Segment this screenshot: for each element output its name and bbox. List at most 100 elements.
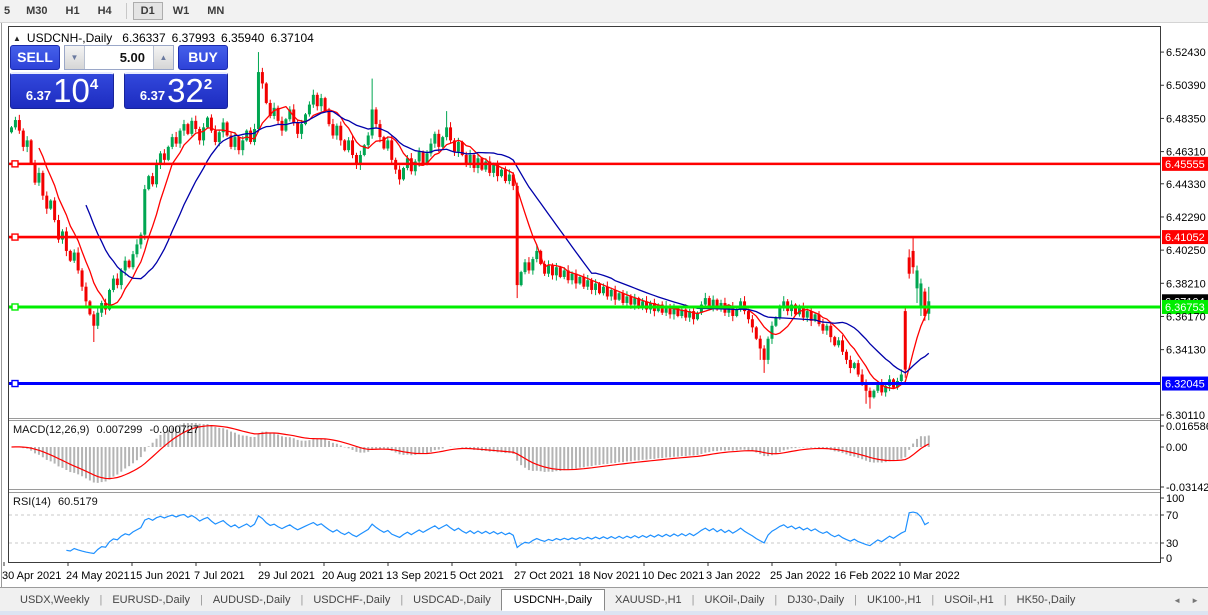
y-axis-tick-label: 6.48350 — [1166, 113, 1206, 125]
y-axis-tick-label: 6.50390 — [1166, 80, 1206, 92]
x-axis-date-label: 29 Jul 2021 — [258, 570, 315, 582]
candle-body — [268, 102, 272, 116]
candle-body — [300, 124, 304, 134]
candle-body — [844, 351, 848, 360]
volume-decrease-icon[interactable]: ▼ — [65, 46, 85, 69]
timeframe-button-d1[interactable]: D1 — [132, 2, 163, 20]
tab-separator: | — [99, 593, 103, 606]
x-axis-date-label: 15 Jun 2021 — [130, 570, 191, 582]
candle-body — [115, 278, 119, 286]
candle-body — [76, 252, 80, 271]
buy-button[interactable]: BUY — [178, 45, 228, 70]
tab-separator: | — [854, 593, 857, 606]
candle-body — [496, 164, 500, 177]
candle-body — [633, 298, 637, 305]
x-axis-date-label: 3 Jan 2022 — [706, 570, 760, 582]
candle-body — [923, 291, 927, 316]
candle-body — [190, 120, 194, 134]
x-axis-date-label: 18 Nov 2021 — [578, 570, 640, 582]
ohlc-high: 6.37993 — [171, 31, 216, 45]
tab-usoil-h1[interactable]: USOil-,H1 — [944, 593, 994, 606]
timeframe-button-mn[interactable]: MN — [207, 5, 225, 17]
candle-body — [492, 164, 496, 173]
rsi-axis-tick-label: 30 — [1166, 538, 1178, 550]
tab-dj30-daily[interactable]: DJ30-,Daily — [787, 593, 845, 606]
candle-body — [256, 72, 260, 129]
macd-axis-tick-label: -0.03142 — [1166, 482, 1208, 494]
candle-body — [233, 137, 237, 147]
volume-control: ▼ ▲ — [64, 45, 174, 70]
candle-body — [543, 263, 547, 274]
tab-scroll-left-icon[interactable]: ◄ — [1173, 595, 1182, 605]
candle-body — [57, 220, 61, 240]
candle-body — [688, 311, 692, 318]
hline-handle[interactable] — [11, 303, 19, 311]
rsi-line — [66, 511, 930, 555]
candle-body — [562, 270, 566, 277]
volume-increase-icon[interactable]: ▲ — [153, 46, 173, 69]
tab-usdchf-daily[interactable]: USDCHF-,Daily — [313, 593, 391, 606]
tab-scroll-right-icon[interactable]: ► — [1191, 595, 1199, 605]
candle-body — [664, 306, 668, 313]
sell-price-display[interactable]: 6.37 10 4 — [10, 72, 114, 109]
candle-body — [582, 276, 586, 287]
candle-body — [194, 120, 198, 129]
candle-body — [37, 172, 41, 183]
tab-xauusd-h1[interactable]: XAUUSD-,H1 — [615, 593, 682, 606]
candle-body — [754, 327, 758, 339]
candle-body — [696, 312, 699, 320]
candle-body — [72, 252, 76, 261]
candle-body — [10, 127, 13, 133]
hline-handle[interactable] — [11, 379, 19, 388]
candle-body — [731, 306, 735, 316]
tab-uk100-h1[interactable]: UK100-,H1 — [867, 593, 922, 606]
candle-body — [511, 174, 515, 186]
candle-body — [739, 301, 743, 310]
candle-body — [49, 200, 53, 209]
candle-body — [456, 141, 460, 152]
candle-body — [429, 143, 433, 154]
candle-body — [241, 140, 245, 151]
volume-input[interactable] — [85, 46, 153, 69]
tab-usdcad-daily[interactable]: USDCAD-,Daily — [413, 593, 491, 606]
timeframe-button-m5[interactable]: 5 — [4, 5, 11, 17]
candle-body — [468, 155, 472, 165]
y-axis-tick-label: 6.40250 — [1166, 245, 1206, 257]
candle-body — [390, 140, 394, 160]
candle-body — [260, 72, 264, 84]
candle-body — [609, 289, 613, 297]
timeframe-button-h1[interactable]: H1 — [65, 5, 80, 17]
tab-eurusd-daily[interactable]: EURUSD-,Daily — [112, 593, 190, 606]
hline-handle[interactable] — [11, 160, 19, 168]
candle-body — [547, 265, 551, 274]
tab-audusd-daily[interactable]: AUDUSD-,Daily — [212, 593, 291, 606]
timeframe-button-w1[interactable]: W1 — [172, 5, 190, 17]
candle-body — [347, 140, 351, 151]
tab-ukoil-daily[interactable]: UKOil-,Daily — [704, 593, 765, 606]
collapse-panel-icon[interactable]: ▲ — [13, 33, 21, 43]
ohlc-close: 6.37104 — [270, 31, 314, 45]
tab-usdx-weekly[interactable]: USDX,Weekly — [20, 593, 90, 606]
tab-hk50-daily[interactable]: HK50-,Daily — [1016, 593, 1076, 606]
tab-usdcnh-daily-active[interactable]: USDCNH-,Daily — [500, 588, 606, 611]
hline-handle[interactable] — [11, 233, 19, 241]
buy-price-display[interactable]: 6.37 32 2 — [124, 72, 228, 109]
candle-body — [437, 133, 441, 147]
rsi-value: 60.5179 — [57, 496, 98, 508]
timeframe-button-m30[interactable]: M30 — [26, 5, 48, 17]
candle-body — [386, 140, 390, 149]
candle-body — [809, 311, 813, 321]
timeframe-toolbar: 5 M30 H1 H4 D1 W1 MN — [0, 0, 1208, 23]
price-line-label — [1162, 230, 1208, 245]
candle-body — [903, 311, 907, 370]
candle-body — [25, 140, 29, 147]
y-axis-tick-label: 6.30110 — [1166, 410, 1205, 422]
candle-body — [13, 120, 17, 128]
timeframe-button-h4[interactable]: H4 — [97, 5, 112, 17]
candle-body — [323, 98, 327, 112]
sell-button[interactable]: SELL — [10, 45, 60, 70]
candle-body — [29, 140, 33, 164]
candle-body — [264, 83, 268, 103]
rsi-name: RSI(14) — [13, 496, 51, 508]
